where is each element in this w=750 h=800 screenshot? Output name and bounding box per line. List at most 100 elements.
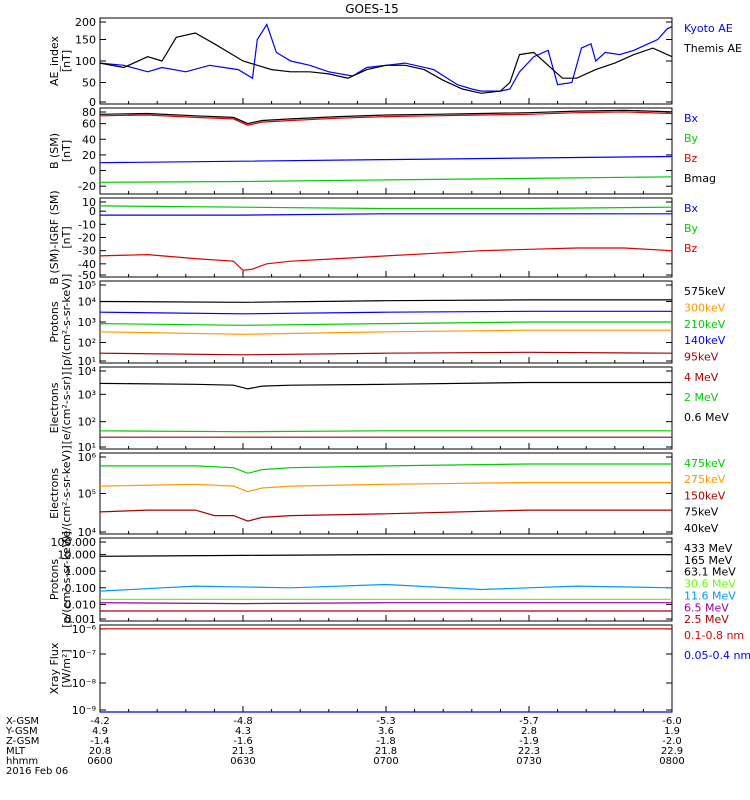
y-axis-label: B (SM)-IGRF (SM) [48,190,61,284]
y-tick-label: 10⁻⁶ [72,623,97,636]
x-axis-tick-label: -5.3 [376,716,396,727]
x-axis-tick-label: -4.8 [233,716,253,727]
y-tick-label: -40 [78,258,96,271]
panel-frame [99,197,673,278]
x-axis-tick-label: 21.3 [232,746,254,757]
legend-item: Bz [684,152,698,165]
legend-item: 0.05-0.4 nm [684,649,750,662]
series-line [99,351,673,356]
legend-item: 2.5 MeV [684,613,729,626]
x-axis-tick-label: 1.9 [664,726,680,737]
y-axis-label: AE_index [48,35,61,86]
y-tick-label: 10¹ [78,355,96,368]
series-line [100,213,672,216]
legend-item: 11.6 MeV [684,589,736,602]
x-axis-tick-label: 21.8 [375,746,397,757]
panel-5: 10⁴ 10⁵ 10⁶ Electrons [e/(cm²-s-sr-keV)] 475k… [48,445,726,541]
x-axis-tick-label: -4.2 [90,716,110,727]
x-axis-tick-label: -1.6 [233,736,253,747]
y-tick-label: 10⁴ [78,526,97,539]
legend-item: Bx [684,112,699,125]
legend-item: 63.1 MeV [684,566,736,579]
x-axis-tick-label: -6.0 [662,716,682,727]
legend-item: Themis AE [683,42,742,55]
x-axis-tick-label: 0630 [230,756,255,767]
y-axis-label: Protons [48,301,61,342]
legend-item: 0.6 MeV [684,411,729,424]
y-axis-label: [nT] [60,226,73,248]
y-axis-label: [e/(cm²-s-sr)] [60,372,73,445]
y-tick-label: -20 [78,180,96,193]
x-axis-row-label: Z-GSM [6,736,39,747]
legend-item: 275keV [684,473,726,486]
y-axis-label: [nT] [60,140,73,162]
y-axis-label: Xray Flux [48,642,61,694]
y-tick-label: -10 [78,218,96,231]
y-tick-label: 10⁵ [78,488,96,501]
x-axis-tick-label: -1.8 [376,736,396,747]
series-line [99,111,673,126]
series-line [99,602,672,605]
y-tick-label: 10³ [78,388,96,401]
x-axis-row-label: hhmm [6,756,38,767]
series-line [99,23,673,92]
y-tick-label: 200 [75,16,96,29]
panel-frame [99,537,673,622]
series-line [99,109,673,125]
y-tick-label: 20 [82,149,96,162]
legend-item: 210keV [684,318,726,331]
y-tick-label: 0.100 [65,582,97,595]
x-axis-row-label: Y-GSM [5,726,38,737]
panel-7: 10⁻⁹ 10⁻⁸ 10⁻⁷ 10⁻⁶ Xray Flux [W/m²] 0.1-0.8 n… [48,623,750,717]
legend-item: 95keV [684,351,719,364]
y-axis-label: [p/(cm²-s-sr-keV)] [60,531,73,628]
y-tick-label: 10⁴ [78,365,97,378]
y-tick-label: 10² [78,416,96,429]
x-axis-tick-label: 22.3 [518,746,540,757]
y-axis-label: Electrons [48,468,61,519]
y-tick-label: 10³ [78,316,96,329]
x-axis-tick-label: 3.6 [378,726,394,737]
panel-frame [99,107,673,195]
legend-item: 140keV [684,334,726,347]
panel-frame [99,452,673,535]
x-axis-row-label: X-GSM [6,716,39,727]
x-axis-tick-label: -5.7 [519,716,539,727]
y-tick-label: 10⁴ [78,296,97,309]
y-tick-label: 10⁻⁷ [72,648,96,661]
y-tick-label: 0 [89,165,96,178]
x-axis-row-label: MLT [6,746,26,757]
legend-item: 575keV [684,285,726,298]
series-line [100,463,672,474]
legend-item: By [684,132,699,145]
y-tick-label: 1.000 [65,565,97,578]
y-axis-label: [W/m²] [60,649,73,687]
y-tick-label: -50 [78,269,96,282]
series-line [99,176,673,183]
x-axis-tick-label: 0700 [373,756,398,767]
y-tick-label: 100 [75,55,96,68]
y-tick-label: 10⁻⁹ [72,704,96,717]
panel-frame [99,624,673,713]
legend-item: 475keV [684,457,726,470]
legend-item: 2 MeV [684,391,719,404]
x-axis-tick-label: 20.8 [89,746,111,757]
panel-frame [99,17,673,105]
y-tick-label: 10.000 [58,549,97,562]
x-axis-tick-label: 4.9 [92,726,108,737]
x-axis-tick-label: 0730 [516,756,541,767]
figure-title: GOES-15 [345,2,399,16]
x-axis-tick-label: -2.0 [662,736,682,747]
legend-item: By [684,222,699,235]
series-line [99,430,672,433]
x-axis-tick-label: 0800 [659,756,684,767]
y-axis-label: [e/(cm²-s-sr-keV)] [60,445,73,541]
panel-4: 10¹ 10² 10³ 10⁴ Electrons [e/(cm²-s-sr)] 4 MeV… [48,365,729,454]
legend-item: 75keV [684,506,719,519]
legend-item: 433 MeV [684,542,733,555]
legend-item: 40keV [684,522,719,535]
